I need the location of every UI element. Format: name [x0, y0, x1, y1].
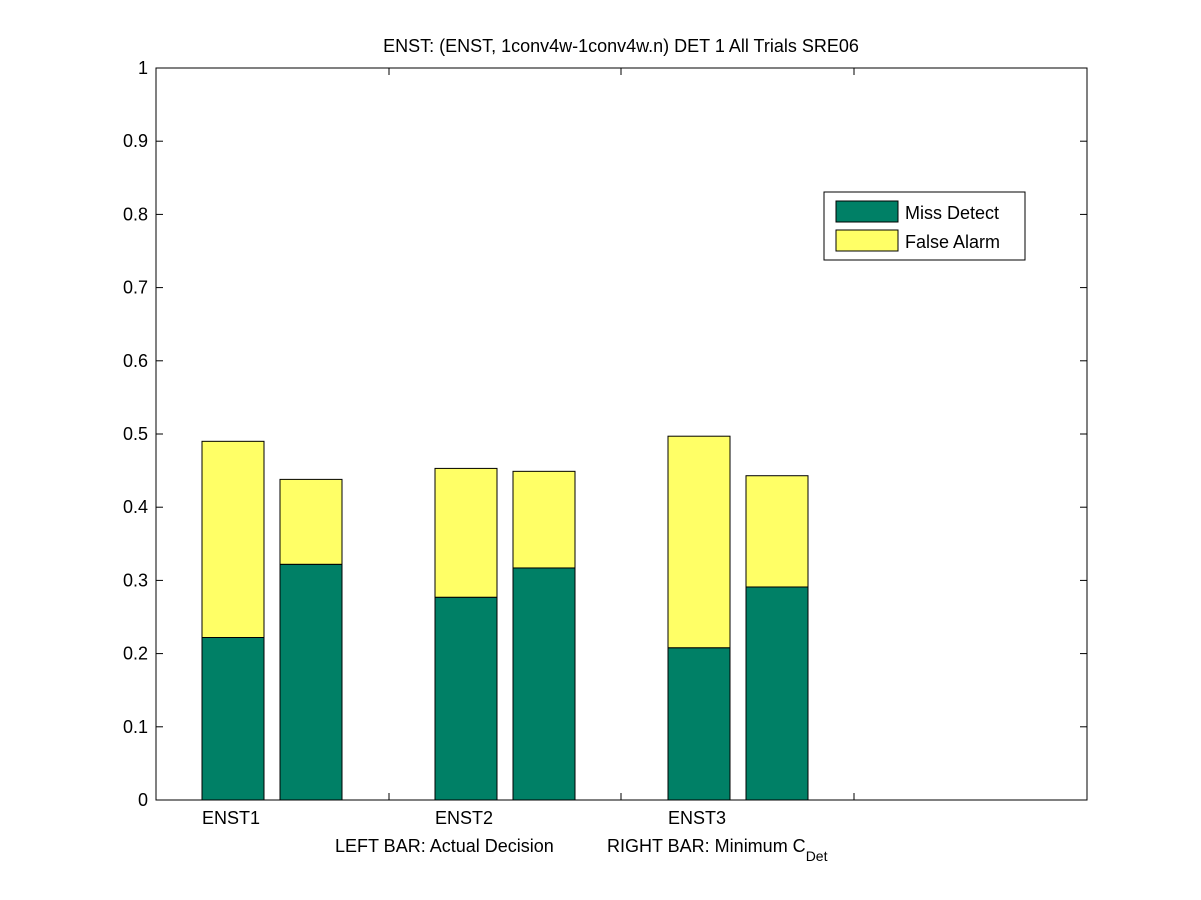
y-tick-label: 0.2: [123, 644, 148, 664]
bar-enst2-left-miss-detect: [434, 596, 498, 801]
bar-enst1-left-false-alarm: [201, 440, 265, 638]
legend-swatch-false-alarm: [835, 229, 899, 252]
legend-label-false-alarm: False Alarm: [905, 232, 1000, 252]
bar-enst1-right-false-alarm: [279, 478, 343, 565]
xlabel-right-subscript: Det: [806, 848, 828, 864]
y-tick-label: 0: [138, 790, 148, 810]
legend-swatch-miss-detect: [835, 200, 899, 223]
bar-enst2-left-false-alarm: [434, 467, 498, 598]
bar-enst1-right-miss-detect: [279, 563, 343, 801]
x-tick-label-enst1: ENST1: [202, 808, 260, 828]
y-tick-label: 0.1: [123, 717, 148, 737]
ticks-layer: ENST1 ENST2 ENST3 0 0.1 0.2 0.3 0.4 0.5 0.6 0.7 0.8…: [123, 58, 726, 828]
chart-title: ENST: (ENST, 1conv4w-1conv4w.n) DET 1 Al…: [383, 36, 859, 56]
bar-enst1-left-miss-detect: [201, 636, 265, 801]
bar-enst3-left-miss-detect: [667, 647, 731, 801]
xlabel-left: LEFT BAR: Actual Decision: [335, 836, 554, 856]
y-tick-label: 0.5: [123, 424, 148, 444]
bar-enst3-left-false-alarm: [667, 435, 731, 649]
x-tick-label-enst3: ENST3: [668, 808, 726, 828]
bars-layer: [201, 435, 809, 801]
bar-enst3-right-false-alarm: [745, 475, 809, 588]
axes-layer: [155, 67, 1088, 801]
y-tick-label: 0.9: [123, 131, 148, 151]
bar-enst2-right-miss-detect: [512, 567, 576, 801]
y-tick-label: 1: [138, 58, 148, 78]
y-tick-label: 0.3: [123, 570, 148, 590]
y-tick-label: 0.8: [123, 204, 148, 224]
legend: Miss Detect False Alarm: [823, 191, 1026, 261]
y-tick-label: 0.7: [123, 278, 148, 298]
legend-label-miss-detect: Miss Detect: [905, 203, 999, 223]
x-tick-label-enst2: ENST2: [435, 808, 493, 828]
y-tick-label: 0.4: [123, 497, 148, 517]
xlabel-right: RIGHT BAR: Minimum CDet: [607, 836, 828, 864]
bar-enst3-right-miss-detect: [745, 586, 809, 801]
y-tick-label: 0.6: [123, 351, 148, 371]
bar-enst2-right-false-alarm: [512, 470, 576, 569]
xlabel-right-main: RIGHT BAR: Minimum C: [607, 836, 806, 856]
